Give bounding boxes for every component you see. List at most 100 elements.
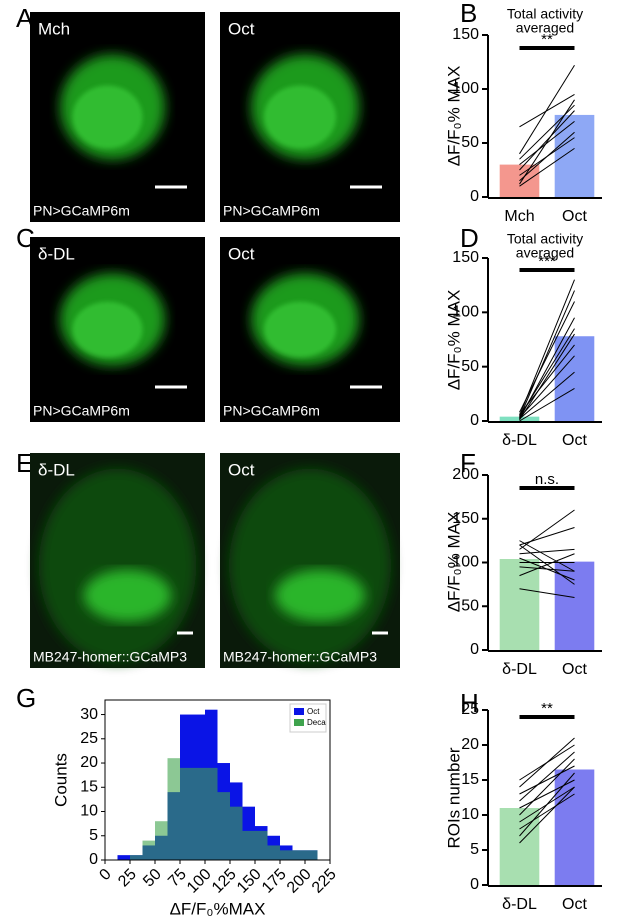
y-tick-label: 100 — [452, 554, 479, 571]
x-tick-label: 0 — [96, 866, 114, 884]
panel-letter: D — [460, 223, 479, 253]
legend-label: Deca — [307, 718, 326, 727]
hist-bar — [130, 855, 143, 860]
x-tick-label: Oct — [562, 896, 587, 913]
x-tick-label: 50 — [140, 866, 165, 891]
paired-line — [519, 371, 575, 420]
paired-line — [519, 509, 575, 550]
x-tick-label: δ-DL — [502, 661, 537, 678]
panel-letter: G — [16, 683, 36, 713]
panel-letter: F — [460, 448, 476, 478]
hist-bar — [280, 850, 293, 860]
chart-title: averaged — [516, 20, 574, 36]
x-tick-label: δ-DL — [502, 896, 537, 913]
paired-line — [519, 147, 575, 187]
y-tick-label: 5 — [89, 827, 98, 844]
significance: *** — [538, 253, 556, 270]
paired-line — [519, 548, 575, 555]
bar — [499, 559, 540, 650]
micrograph: Mch PN>GCaMP6m — [30, 12, 205, 222]
hist-bar — [305, 850, 318, 860]
y-axis-label: ROIs number — [444, 747, 463, 848]
chart-title: Total activity — [507, 6, 583, 22]
paired-line — [519, 387, 575, 422]
y-tick-label: 30 — [80, 706, 98, 723]
x-tick-label: 125 — [209, 866, 240, 897]
signal — [264, 301, 336, 358]
panel-letter: A — [16, 3, 34, 33]
image-caption: PN>GCaMP6m — [223, 203, 320, 219]
paired-line — [519, 328, 575, 417]
paired-line — [519, 355, 575, 419]
y-tick-label: 0 — [89, 851, 98, 868]
paired-line — [519, 557, 575, 581]
paired-line — [519, 110, 575, 171]
signal — [72, 85, 143, 149]
significance: ** — [541, 31, 553, 48]
y-tick-label: 50 — [461, 597, 479, 614]
image-label: Oct — [228, 244, 255, 263]
paired-line — [519, 93, 575, 128]
legend-label: Oct — [307, 707, 320, 716]
plot-frame — [104, 699, 331, 861]
bar — [554, 114, 595, 197]
significance: n.s. — [535, 471, 559, 488]
paired-line — [519, 758, 575, 816]
y-tick-label: 15 — [461, 771, 479, 788]
hist-bar — [267, 845, 280, 860]
y-tick-label: 150 — [452, 510, 479, 527]
signal — [275, 569, 365, 622]
x-tick-label: 175 — [259, 866, 290, 897]
hist-bar — [192, 767, 205, 860]
paired-line — [519, 588, 575, 598]
paired-line — [519, 751, 575, 802]
hist-bar — [230, 806, 243, 860]
y-tick-label: 0 — [470, 876, 479, 893]
y-axis-label: ΔF/F₀% MAX — [444, 66, 463, 167]
image-label: Mch — [38, 19, 70, 38]
x-tick-label: Mch — [504, 208, 534, 225]
y-tick-label: 0 — [470, 412, 479, 429]
bar — [554, 336, 595, 421]
y-tick-label: 0 — [470, 641, 479, 658]
image-caption: MB247-homer::GCaMP3 — [33, 649, 187, 665]
hist-bar — [117, 855, 130, 860]
micrograph: Oct PN>GCaMP6m — [220, 12, 400, 222]
image-label: Oct — [228, 19, 255, 38]
image-caption: MB247-homer::GCaMP3 — [223, 649, 377, 665]
x-tick-label: 150 — [234, 866, 265, 897]
paired-line — [519, 544, 575, 585]
paired-line — [519, 290, 575, 418]
signal — [83, 569, 172, 622]
y-tick-label: 25 — [461, 701, 479, 718]
hist-bar — [242, 830, 255, 860]
paired-line — [519, 131, 575, 182]
image-label: Oct — [228, 460, 255, 479]
x-tick-label: Oct — [562, 661, 587, 678]
paired-line — [519, 744, 575, 781]
y-tick-label: 10 — [80, 803, 98, 820]
hist-bar — [155, 821, 168, 860]
panel-letter: H — [460, 688, 479, 718]
paired-line — [519, 765, 575, 795]
y-tick-label: 5 — [470, 841, 479, 858]
hist-bar — [255, 830, 268, 860]
image-caption: PN>GCaMP6m — [33, 203, 130, 219]
paired-line — [519, 99, 575, 185]
paired-line — [519, 333, 575, 421]
y-tick-label: 100 — [452, 304, 479, 321]
chart-title: averaged — [516, 245, 574, 261]
paired-line — [519, 772, 575, 837]
y-tick-label: 0 — [470, 188, 479, 205]
image-caption: PN>GCaMP6m — [223, 403, 320, 419]
image-label: δ-DL — [38, 460, 75, 479]
bar — [554, 561, 595, 650]
paired-line — [519, 64, 575, 155]
panel-letter: B — [460, 0, 477, 28]
micrograph: δ-DL PN>GCaMP6m — [30, 237, 205, 422]
y-tick-label: 20 — [80, 754, 98, 771]
legend-swatch — [294, 708, 304, 715]
signal — [38, 468, 197, 663]
